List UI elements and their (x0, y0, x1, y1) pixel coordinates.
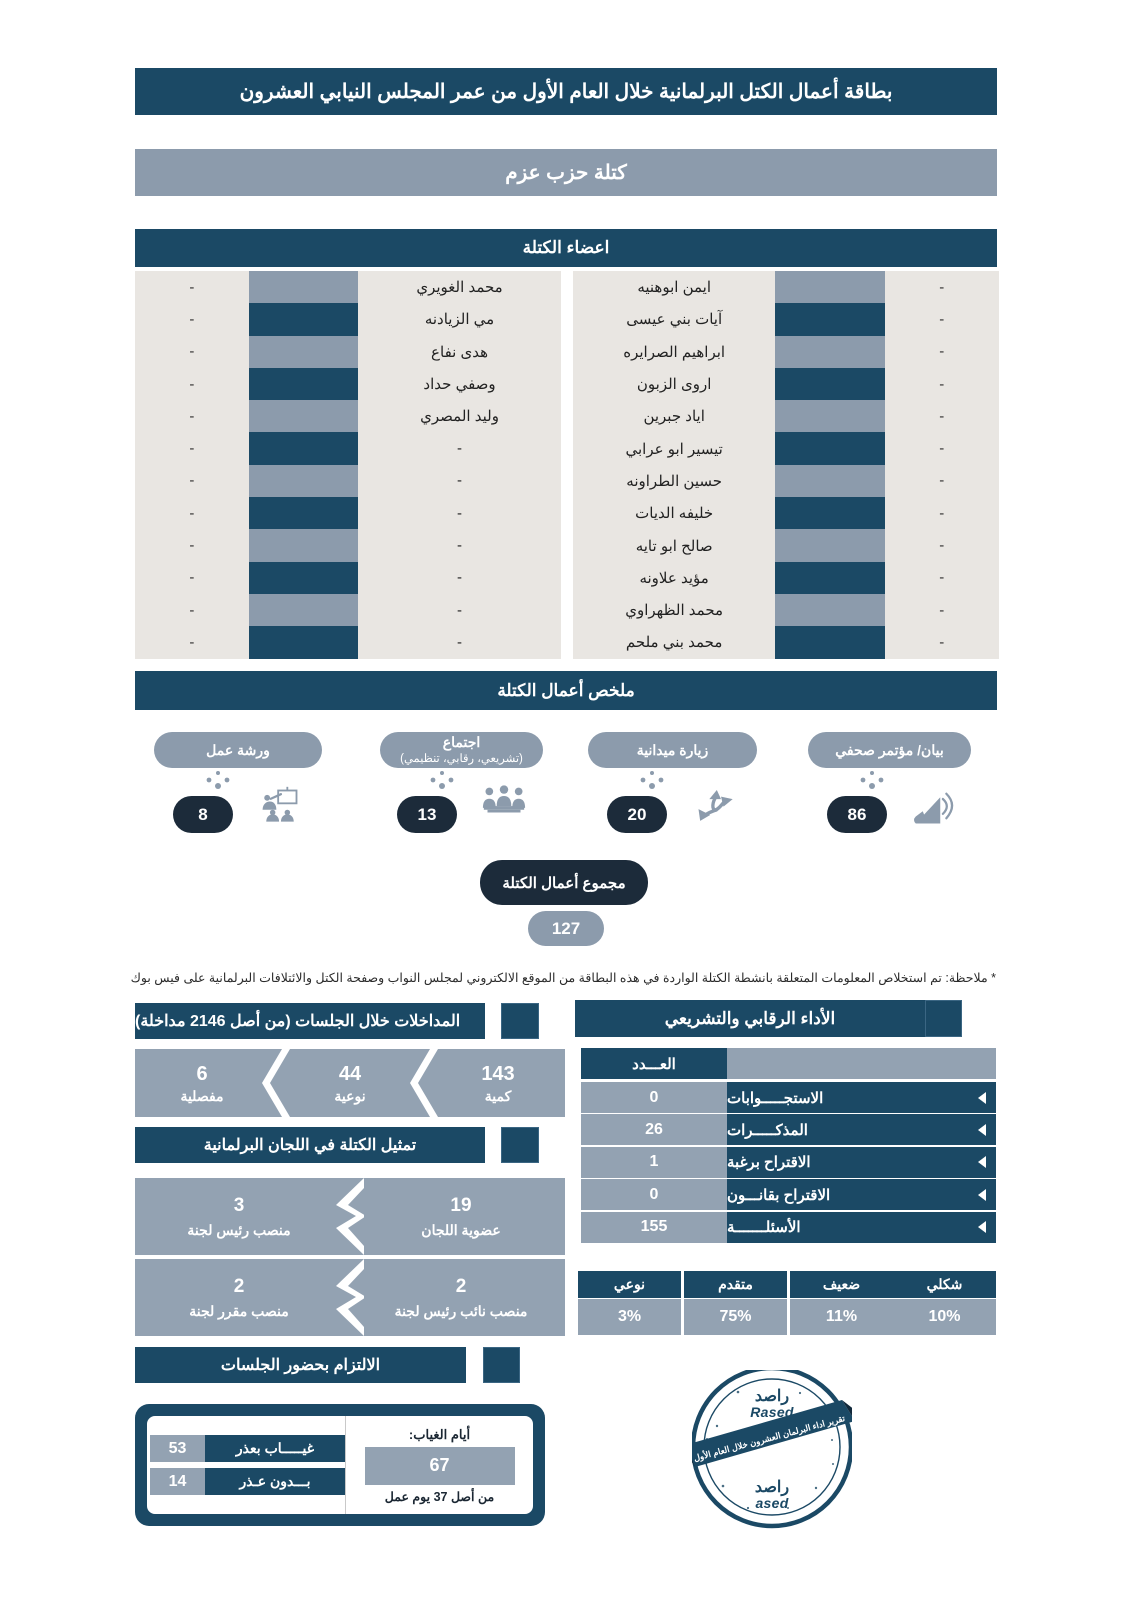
svg-text:ased: ased (755, 1495, 788, 1511)
